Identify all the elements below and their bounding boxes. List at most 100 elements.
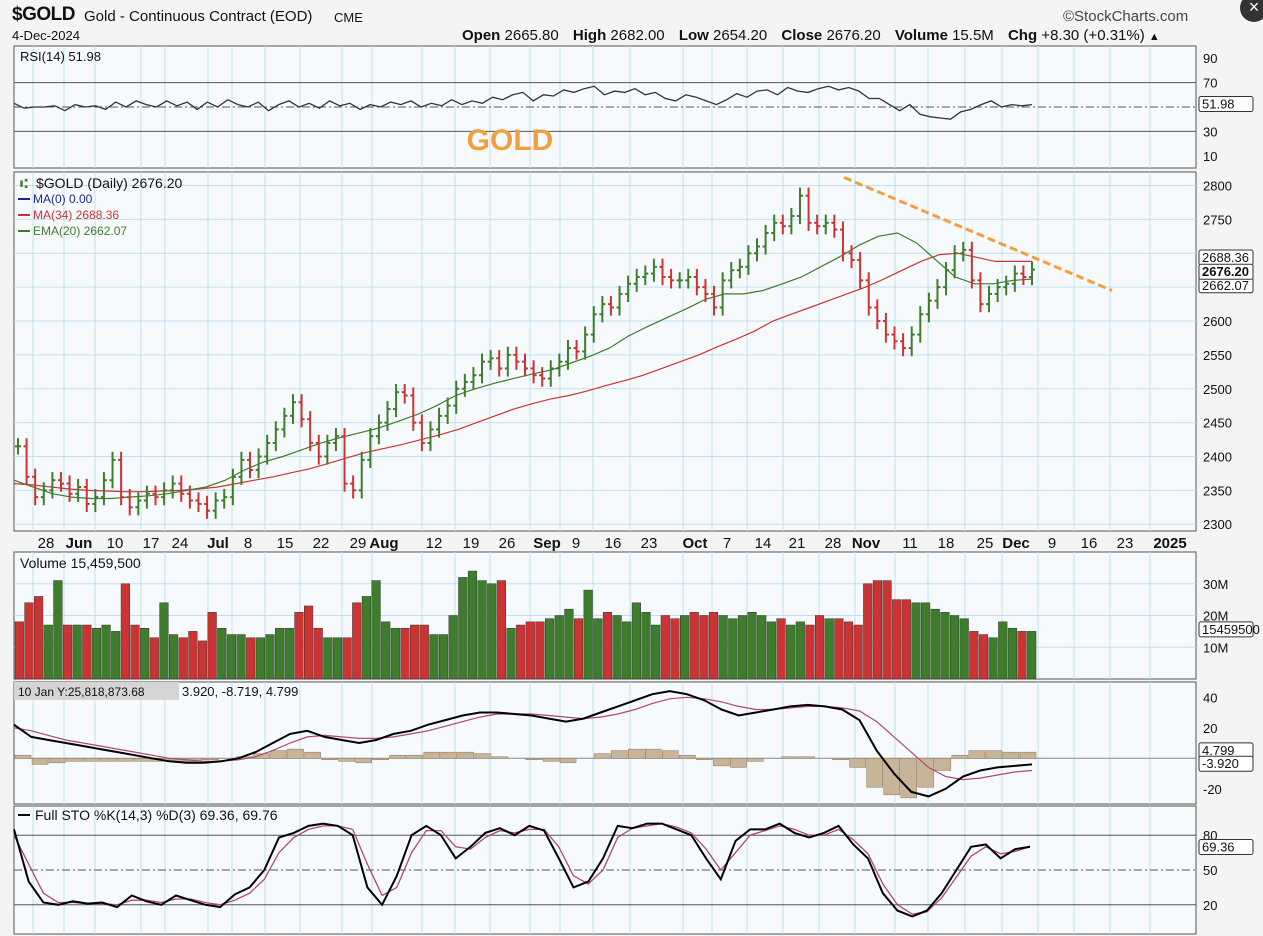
price-y-tick-label: 2300 xyxy=(1203,517,1232,532)
price-y-tick-label: 2600 xyxy=(1203,314,1232,329)
macd-histogram-bar xyxy=(133,758,151,762)
volume-bar xyxy=(390,627,400,680)
macd-histogram-bar xyxy=(883,758,900,796)
volume-bar xyxy=(419,624,429,680)
open-label: Open xyxy=(462,27,501,44)
close-value: 2676.20 xyxy=(826,27,881,44)
volume-bar xyxy=(400,627,410,680)
macd-histogram-bar xyxy=(900,758,918,799)
price-x-tick-label: Sep xyxy=(533,535,561,552)
chg-value: +8.30 (+0.31%) xyxy=(1041,27,1145,44)
volume-bar xyxy=(448,615,458,680)
volume-bar xyxy=(978,634,989,680)
volume-bar xyxy=(737,615,748,680)
macd-line xyxy=(13,690,1033,798)
volume-bar xyxy=(467,570,478,680)
volume-bar xyxy=(429,634,439,680)
macd-histogram-bar xyxy=(304,751,321,759)
volume-bar xyxy=(631,602,641,680)
price-x-tick-label: 17 xyxy=(143,535,160,552)
macd-histogram-bar xyxy=(287,748,304,759)
price-y-tick-label: 2550 xyxy=(1203,348,1232,363)
volume-bar xyxy=(689,612,699,680)
macd-histogram-bar xyxy=(525,758,543,761)
macd-histogram-bar xyxy=(338,758,355,762)
macd-histogram-bar xyxy=(372,758,389,761)
volume-bar xyxy=(930,608,940,680)
volume-bar xyxy=(506,627,516,680)
volume-bar xyxy=(217,627,227,680)
volume-bar xyxy=(545,618,555,680)
volume-bar xyxy=(872,580,882,680)
volume-bar xyxy=(410,624,420,680)
volume-bar xyxy=(525,621,535,680)
macd-histogram-bar xyxy=(321,758,338,761)
price-x-tick-label: 2025 xyxy=(1153,535,1186,552)
macd-histogram-bar xyxy=(610,750,628,759)
volume-bar xyxy=(14,621,24,680)
volume-bar xyxy=(660,615,670,680)
macd-histogram-bar xyxy=(355,758,372,764)
price-legend-label: $GOLD (Daily) 2676.20 xyxy=(36,175,183,191)
volume-bar xyxy=(313,627,323,680)
volume-bar xyxy=(863,583,873,680)
macd-histogram-bar xyxy=(662,750,679,759)
price-x-tick-label: 16 xyxy=(605,535,622,552)
volume-bar xyxy=(786,624,796,680)
price-x-tick-label: Dec xyxy=(1002,535,1030,552)
volume-bar xyxy=(834,618,844,680)
price-y-tick-label: 2400 xyxy=(1203,449,1232,464)
macd-last-value-label-box xyxy=(1198,755,1254,772)
volume-bar xyxy=(843,621,854,680)
volume-value: 15.5M xyxy=(952,27,994,44)
price-x-tick-label: 9 xyxy=(1048,535,1056,552)
volume-bar xyxy=(82,624,92,680)
macd-histogram-bar xyxy=(1019,751,1037,759)
volume-bar xyxy=(43,624,53,680)
rsi-y-tick-label: 90 xyxy=(1203,51,1217,66)
volume-bar xyxy=(969,631,979,680)
close-last-value-label-box xyxy=(1198,263,1254,280)
volume-bar xyxy=(62,624,73,680)
brand-label: ©StockCharts.com xyxy=(1063,8,1189,25)
volume-bar xyxy=(371,580,381,680)
price-y-tick-label: 2450 xyxy=(1203,416,1232,431)
volume-bar xyxy=(381,621,391,680)
volume-bar xyxy=(458,577,468,680)
open-value: 2665.80 xyxy=(504,27,559,44)
chart-header: $GOLD Gold - Continuous Contract (EOD) C… xyxy=(0,0,1263,44)
volume-bar xyxy=(91,627,102,680)
macd-histogram-bar xyxy=(1002,751,1020,759)
macd-histogram-bar xyxy=(491,756,509,759)
price-x-tick-label: Jun xyxy=(66,535,93,552)
price-x-tick-label: 10 xyxy=(107,535,124,552)
sto-last-value-label-box xyxy=(1198,839,1254,856)
chg-up-arrow-icon: ▲ xyxy=(1148,31,1160,43)
macd-histogram-bar xyxy=(270,750,287,759)
ma34-line xyxy=(13,252,1032,493)
price-x-tick-label: 23 xyxy=(641,535,658,552)
volume-bar xyxy=(940,612,950,680)
volume-y-tick-label: 30M xyxy=(1203,577,1228,592)
price-x-tick-label: 24 xyxy=(172,535,189,552)
macd-legend-label: 3.920, -8.719, 4.799 xyxy=(182,684,298,699)
volume-bar xyxy=(554,615,564,680)
macd-histogram-bar xyxy=(440,751,458,759)
volume-bar xyxy=(236,634,246,680)
price-x-tick-label: 28 xyxy=(825,535,842,552)
price-x-tick-label: 22 xyxy=(313,535,330,552)
macd-histogram-bar xyxy=(934,758,952,771)
macd-histogram-bar xyxy=(559,758,577,764)
macd-histogram-bar xyxy=(474,753,492,759)
sto-last-value-label: 69.36 xyxy=(1202,840,1235,855)
macd-histogram-bar xyxy=(593,753,611,759)
close-icon[interactable]: × xyxy=(1240,0,1263,22)
volume-bar xyxy=(795,621,805,680)
volume-bar xyxy=(573,618,584,680)
chg-label: Chg xyxy=(1007,27,1038,44)
price-x-tick-label: 8 xyxy=(244,535,252,552)
rsi-last-value-label: 51.98 xyxy=(1202,97,1235,112)
volume-last-value-label-box xyxy=(1198,621,1254,638)
macd-histogram-bar xyxy=(832,758,849,761)
